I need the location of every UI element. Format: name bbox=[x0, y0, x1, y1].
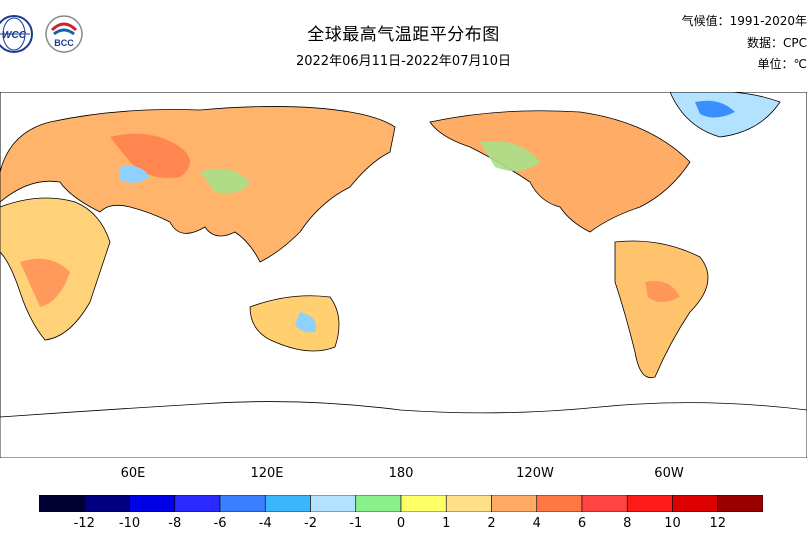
continent-south-america bbox=[614, 240, 709, 379]
colorbar-label: 2 bbox=[487, 516, 496, 531]
colorbar-swatch bbox=[174, 495, 221, 512]
climatology-text: 气候值：1991-2020年 bbox=[681, 14, 807, 28]
colorbar-label: -2 bbox=[304, 516, 317, 531]
colorbar-label: 12 bbox=[709, 516, 727, 531]
continent-europe-asia bbox=[0, 106, 396, 263]
colorbar bbox=[39, 495, 763, 512]
colorbar-swatch bbox=[355, 495, 402, 512]
colorbar-label: 1 bbox=[442, 516, 451, 531]
colorbar-swatch bbox=[219, 495, 266, 512]
colorbar-swatch bbox=[491, 495, 538, 512]
colorbar-label: -10 bbox=[118, 516, 141, 531]
colorbar-label: -4 bbox=[258, 516, 272, 531]
colorbar-swatch bbox=[626, 495, 673, 512]
colorbar-label: -8 bbox=[168, 516, 182, 531]
colorbar-label: 4 bbox=[532, 516, 541, 531]
colorbar-label: 0 bbox=[396, 516, 406, 531]
continent-north-america bbox=[429, 92, 781, 233]
continent-antarctica bbox=[0, 401, 807, 458]
colorbar-swatch bbox=[129, 495, 176, 512]
anomaly-map bbox=[0, 92, 807, 458]
colorbar-swatch bbox=[445, 495, 492, 512]
colorbar-swatch bbox=[717, 495, 763, 512]
colorbar-label: 6 bbox=[577, 516, 587, 531]
x-tick-60w: 60W bbox=[654, 466, 684, 481]
colorbar-swatch bbox=[536, 495, 583, 512]
unit-text: 单位：℃ bbox=[757, 57, 807, 71]
period-subtitle: 2022年06月11日-2022年07月10日 bbox=[295, 54, 512, 69]
colorbar-swatch bbox=[39, 495, 85, 512]
colorbar-label: -6 bbox=[213, 516, 227, 531]
colorbar-label: 10 bbox=[664, 516, 681, 531]
bcc-logo-icon: BCC bbox=[45, 15, 83, 53]
colorbar-label: 8 bbox=[623, 516, 632, 531]
colorbar-label: -12 bbox=[73, 516, 95, 531]
svg-text:WCC: WCC bbox=[2, 30, 27, 41]
colorbar-swatch bbox=[400, 495, 447, 512]
continent-africa bbox=[0, 197, 111, 341]
x-tick-120w: 120W bbox=[516, 466, 554, 481]
x-tick-120e: 120E bbox=[250, 466, 284, 481]
colorbar-swatch bbox=[83, 495, 130, 512]
continent-australia bbox=[249, 295, 340, 352]
x-tick-180: 180 bbox=[388, 466, 414, 481]
x-tick-60e: 60E bbox=[120, 466, 146, 481]
colorbar-label: -1 bbox=[349, 516, 363, 531]
colorbar-swatch bbox=[581, 495, 628, 512]
data-source-text: 数据：CPC bbox=[747, 36, 807, 50]
svg-text:BCC: BCC bbox=[54, 38, 74, 48]
wcc-logo-icon: WCC bbox=[0, 15, 33, 53]
page-title: 全球最高气温距平分布图 bbox=[307, 25, 500, 45]
colorbar-swatch bbox=[310, 495, 357, 512]
colorbar-swatch bbox=[264, 495, 311, 512]
colorbar-swatch bbox=[672, 495, 719, 512]
